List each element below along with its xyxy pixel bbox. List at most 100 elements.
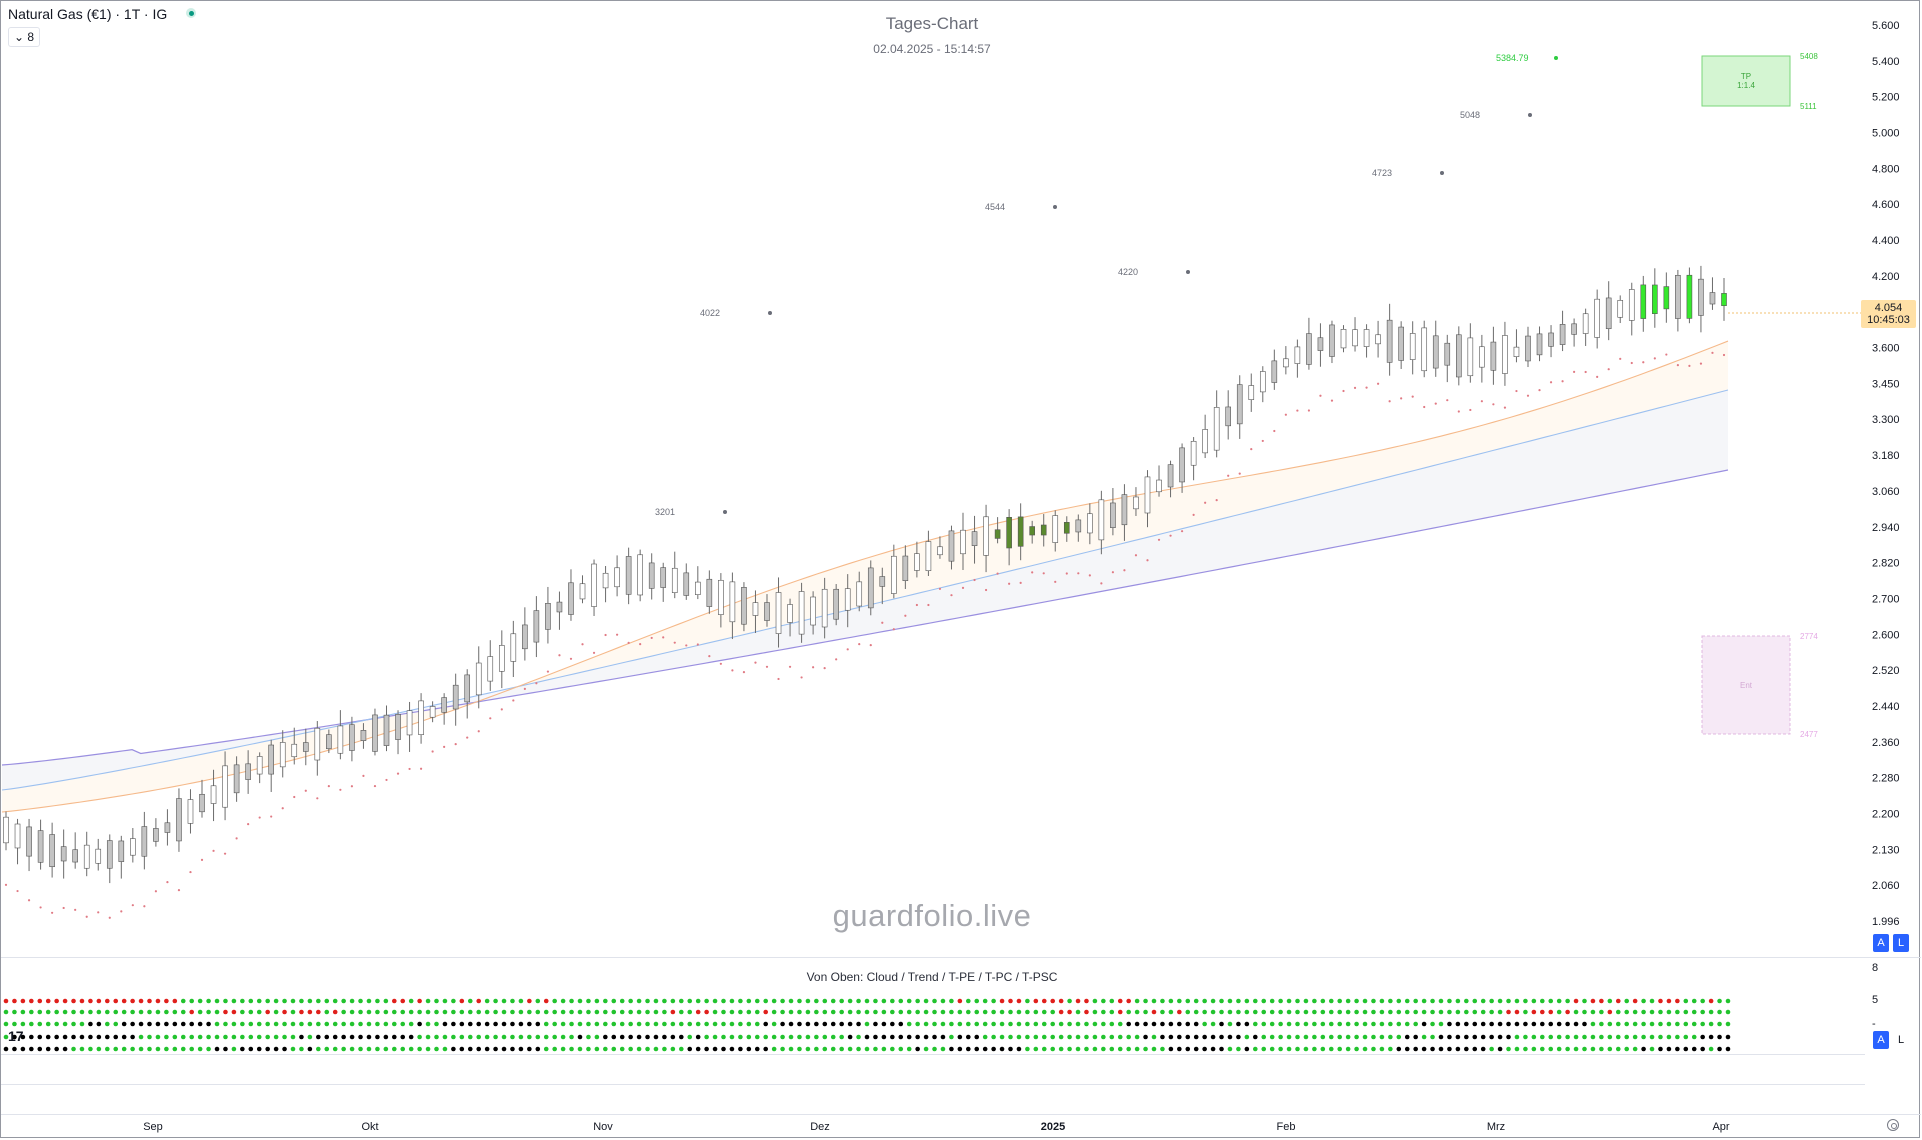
signal-dot bbox=[121, 998, 127, 1004]
auto-scale-button[interactable]: A bbox=[1873, 934, 1889, 952]
signal-dot bbox=[273, 1021, 279, 1027]
signal-dot bbox=[324, 1046, 330, 1052]
signal-dot bbox=[1675, 1009, 1680, 1015]
settings-gear-icon[interactable] bbox=[1887, 1119, 1899, 1131]
trail-dot bbox=[1561, 380, 1564, 383]
signal-dot bbox=[349, 1021, 355, 1027]
signal-dot bbox=[729, 1046, 735, 1052]
indicator-toggle-button[interactable]: ⌄ 8 bbox=[8, 27, 41, 47]
signal-dot bbox=[358, 1021, 363, 1027]
signal-dot bbox=[662, 1009, 667, 1015]
signal-dot bbox=[197, 1034, 203, 1040]
lower-auto-scale-button[interactable]: A bbox=[1873, 1031, 1889, 1049]
signal-dot bbox=[1421, 998, 1427, 1004]
trail-dot bbox=[1619, 357, 1622, 360]
signal-dot bbox=[965, 1021, 971, 1027]
candle-body bbox=[522, 624, 528, 650]
trail-dot bbox=[1538, 389, 1541, 392]
signal-dot bbox=[636, 1034, 642, 1040]
candle-body bbox=[72, 849, 78, 863]
signal-dot bbox=[1404, 1009, 1410, 1015]
time-axis-label: Dez bbox=[810, 1121, 830, 1133]
trail-dot bbox=[1607, 368, 1610, 371]
signal-dot bbox=[1151, 1034, 1157, 1040]
signal-dot bbox=[1599, 1046, 1604, 1052]
signal-dot bbox=[1109, 998, 1115, 1004]
signal-dot bbox=[1143, 998, 1148, 1004]
signal-dot bbox=[383, 1034, 389, 1040]
signal-dot bbox=[349, 1034, 355, 1040]
signal-dot bbox=[915, 1021, 920, 1027]
signal-dot bbox=[206, 1046, 211, 1052]
signal-dot bbox=[653, 1034, 659, 1040]
signal-dot bbox=[248, 1009, 254, 1015]
signal-dot bbox=[535, 1034, 541, 1040]
chart-timestamp: 02.04.2025 - 15:14:57 bbox=[873, 42, 991, 56]
signal-dot bbox=[1067, 1046, 1072, 1052]
signal-dot bbox=[273, 1046, 279, 1052]
signal-dot bbox=[864, 1021, 870, 1027]
signal-dot bbox=[1160, 1009, 1165, 1015]
signal-dot bbox=[265, 1021, 270, 1027]
trail-dot bbox=[904, 614, 907, 617]
signal-dot bbox=[1632, 1046, 1638, 1052]
signal-dot bbox=[1379, 1046, 1385, 1052]
signal-dot bbox=[788, 1034, 794, 1040]
signal-dot bbox=[1371, 998, 1376, 1004]
signal-dot bbox=[273, 1034, 279, 1040]
signal-dot bbox=[906, 998, 912, 1004]
trail-dot bbox=[419, 767, 423, 770]
trail-dot bbox=[1446, 399, 1449, 402]
pane-separator-3[interactable] bbox=[1, 1084, 1865, 1085]
signal-dot bbox=[180, 1021, 186, 1027]
signal-dot bbox=[1531, 1009, 1537, 1015]
signal-dot bbox=[248, 998, 254, 1004]
log-scale-button[interactable]: L bbox=[1893, 934, 1909, 952]
signal-dot bbox=[324, 1009, 330, 1015]
candle-body bbox=[395, 714, 401, 740]
signal-dot bbox=[1497, 1034, 1503, 1040]
signal-dot bbox=[223, 1046, 228, 1052]
signal-dot bbox=[88, 1034, 93, 1040]
signal-dot bbox=[425, 1021, 431, 1027]
pane-separator-2[interactable] bbox=[1, 1054, 1865, 1055]
trail-dot bbox=[1676, 364, 1679, 367]
signal-dot bbox=[1084, 1021, 1089, 1027]
swing-label: 5048 bbox=[1460, 110, 1480, 120]
time-axis-label: Sep bbox=[143, 1121, 163, 1133]
signal-dot bbox=[687, 1034, 693, 1040]
signal-dot bbox=[814, 1021, 819, 1027]
price-scale-label: 5.000 bbox=[1872, 128, 1900, 140]
signal-dot bbox=[3, 1034, 9, 1040]
signal-dot bbox=[695, 1021, 701, 1027]
signal-dot bbox=[172, 1009, 178, 1015]
signal-dot bbox=[788, 998, 794, 1004]
signal-dot bbox=[1472, 998, 1478, 1004]
signal-dot bbox=[847, 1009, 853, 1015]
signal-dot bbox=[1168, 1009, 1174, 1015]
lower-log-scale-button[interactable]: L bbox=[1893, 1031, 1909, 1049]
signal-dot bbox=[37, 1009, 43, 1015]
signal-dot bbox=[797, 1046, 802, 1052]
signal-dot bbox=[341, 1021, 346, 1027]
candle-body bbox=[879, 576, 886, 587]
signal-dot bbox=[256, 1046, 262, 1052]
candle-body bbox=[1271, 360, 1278, 383]
symbol-title[interactable]: Natural Gas (€1) · 1T · IG bbox=[8, 6, 168, 22]
pane-separator[interactable] bbox=[1, 957, 1921, 958]
signal-dot bbox=[206, 1009, 211, 1015]
signal-dot bbox=[712, 1034, 718, 1040]
signal-dot bbox=[906, 1009, 912, 1015]
signal-dot bbox=[1278, 1021, 1283, 1027]
signal-dot bbox=[1084, 1009, 1089, 1015]
signal-dot bbox=[670, 1034, 676, 1040]
signal-dot bbox=[805, 1034, 811, 1040]
signal-dot bbox=[240, 998, 245, 1004]
signal-dot bbox=[400, 1046, 406, 1052]
signal-dot bbox=[1455, 1009, 1461, 1015]
signal-dot bbox=[299, 1009, 304, 1015]
swing-marker bbox=[1554, 56, 1558, 60]
signal-dot bbox=[358, 1009, 363, 1015]
candle-body bbox=[302, 742, 309, 752]
